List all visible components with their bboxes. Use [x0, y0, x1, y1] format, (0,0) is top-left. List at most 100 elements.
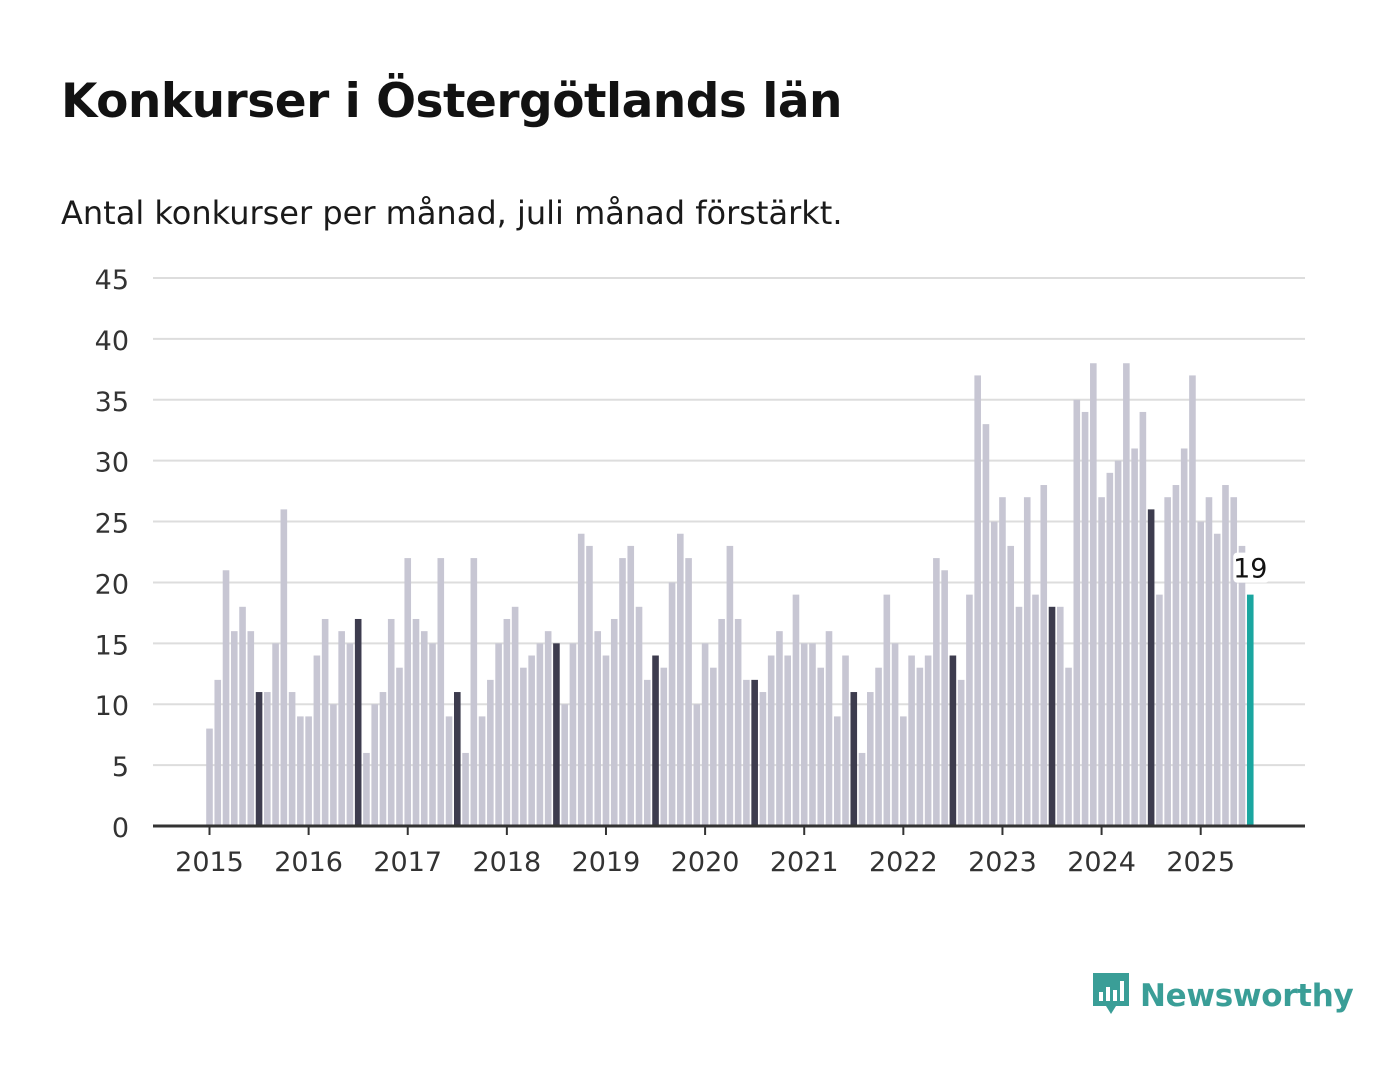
bar — [1065, 667, 1072, 826]
bar-july — [1147, 509, 1155, 826]
bar — [776, 631, 783, 826]
bar — [1007, 545, 1015, 826]
bar — [610, 618, 618, 826]
bar — [1238, 545, 1246, 826]
bar — [1139, 411, 1147, 826]
bar-july — [255, 692, 263, 826]
bar — [734, 618, 742, 826]
bar — [437, 558, 445, 826]
x-tick-label: 2021 — [770, 847, 839, 878]
x-tick-label: 2022 — [869, 847, 938, 878]
bar — [1131, 448, 1138, 826]
bar — [999, 497, 1006, 826]
y-axis-labels: 0 5 10 15 20 25 30 35 40 45 — [95, 265, 129, 844]
bar — [941, 570, 948, 826]
newsworthy-logo-icon — [1093, 973, 1129, 1014]
bar — [247, 631, 255, 826]
bar — [643, 679, 651, 826]
annotation: 19 — [1233, 552, 1270, 585]
bar — [445, 716, 453, 826]
bar — [1180, 448, 1188, 826]
bar — [206, 728, 213, 826]
bar — [619, 558, 626, 826]
bar — [875, 667, 882, 826]
bar — [230, 631, 238, 826]
bar — [363, 752, 370, 826]
bar — [379, 692, 387, 826]
bar-july — [553, 643, 560, 826]
y-tick-label: 30 — [95, 448, 129, 479]
bar — [1123, 363, 1130, 826]
bar — [561, 704, 568, 826]
bar — [858, 752, 866, 826]
bar — [536, 643, 544, 826]
bar — [586, 545, 593, 826]
bar — [544, 631, 552, 826]
y-tick-label: 5 — [112, 752, 129, 783]
bar — [1073, 399, 1081, 826]
bar — [883, 594, 891, 826]
bar — [272, 643, 279, 826]
logo-text: Newsworthy — [1140, 978, 1354, 1014]
bars — [206, 363, 1254, 826]
bar — [577, 533, 585, 826]
bar — [1205, 497, 1213, 826]
bar — [239, 606, 246, 826]
bar — [305, 716, 312, 826]
bar — [710, 667, 717, 826]
bar — [1172, 485, 1180, 826]
bar — [809, 643, 816, 826]
bar — [817, 667, 825, 826]
bar — [990, 521, 998, 826]
bar — [1189, 375, 1196, 826]
bar-july — [850, 692, 858, 826]
bar — [429, 643, 436, 826]
bar — [1056, 606, 1064, 826]
newsworthy-logo: Newsworthy — [1090, 970, 1354, 1022]
bar — [1197, 521, 1204, 826]
y-tick-label: 45 — [95, 265, 129, 296]
bar — [371, 704, 378, 826]
bar — [677, 533, 684, 826]
annotation-label: 19 — [1233, 554, 1267, 585]
bar — [685, 558, 692, 826]
bar — [1023, 497, 1031, 826]
bar — [462, 752, 469, 826]
y-tick-label: 20 — [95, 569, 129, 600]
y-tick-label: 0 — [112, 813, 129, 844]
x-tick-label: 2020 — [671, 847, 740, 878]
bar — [825, 631, 833, 826]
x-tick-label: 2015 — [175, 847, 244, 878]
bar — [313, 655, 321, 826]
bar — [495, 643, 502, 826]
bar — [396, 667, 403, 826]
x-axis: 2015 2016 2017 2018 2019 2020 2021 2022 2023 2024… — [153, 824, 1305, 878]
bar — [520, 667, 527, 826]
bar — [478, 716, 486, 826]
bar — [1032, 594, 1039, 826]
bar — [974, 375, 981, 826]
bar — [1164, 497, 1171, 826]
bar — [387, 618, 395, 826]
bar — [743, 679, 750, 826]
bar — [1015, 606, 1023, 826]
bar — [693, 704, 701, 826]
bar — [288, 692, 296, 826]
bar — [759, 692, 767, 826]
bar — [908, 655, 915, 826]
bar — [916, 667, 924, 826]
chart-title: Konkurser i Östergötlands län — [61, 74, 843, 129]
bar — [1098, 497, 1105, 826]
bar — [594, 631, 602, 826]
x-tick-label: 2023 — [968, 847, 1037, 878]
bar — [800, 643, 808, 826]
bar — [1213, 533, 1221, 826]
bar-july — [1048, 606, 1056, 826]
bar — [718, 618, 725, 826]
bar — [346, 643, 354, 826]
bar-july — [949, 655, 957, 826]
x-tick-label: 2024 — [1067, 847, 1136, 878]
bar — [470, 558, 478, 826]
bar — [726, 545, 734, 826]
